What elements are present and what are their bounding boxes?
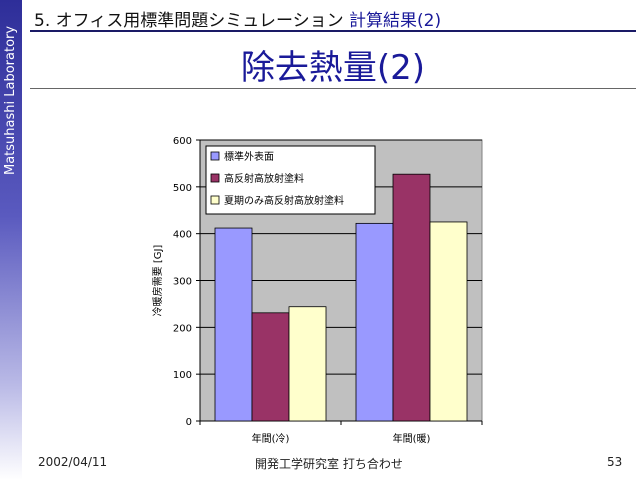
legend-swatch [210,195,220,205]
bar [214,227,253,422]
y-tick-label: 100 [173,370,192,381]
section-title: 5. オフィス用標準問題シミュレーション 計算結果(2) [34,6,441,31]
bar [392,173,431,422]
heat-removal-chart: 0 100 200 300 400 500 600 年間(冷) 年間(暖) 冷暖房需要 [GJ] 標… [151,136,483,445]
x-tick-label: 年間(冷) [252,432,290,445]
bar [288,306,327,422]
section-number: 5. [34,11,51,31]
title-rule [30,30,636,32]
footer-date: 2002/04/11 [38,455,108,469]
y-tick-label: 400 [173,230,192,241]
footer-meeting: 開発工学研究室 打ち合わせ [255,457,403,471]
section-subtitle: 計算結果(2) [349,11,442,31]
bar [251,312,290,422]
y-tick-label: 500 [173,183,192,194]
y-tick-label: 600 [173,136,192,147]
title-divider [30,88,636,89]
legend-entry: 標準外表面 [224,150,274,163]
bar [355,222,394,422]
legend-entry: 高反射高放射塗料 [224,172,304,185]
legend [205,145,376,215]
legend-entry: 夏期のみ高反射高放射塗料 [224,194,344,207]
sidebar: Matsuhashi Laboratory [0,0,22,480]
legend-swatch [210,173,220,183]
y-tick-label: 0 [186,417,192,428]
bar [429,221,468,422]
y-tick-label: 300 [173,277,192,288]
section-name: オフィス用標準問題シミュレーション [55,11,344,31]
legend-swatch [210,151,220,161]
x-tick-label: 年間(暖) [393,432,431,445]
footer-page-number: 53 [607,455,623,469]
page-title: 除去熱量(2) [240,48,426,88]
lab-name: Matsuhashi Laboratory [3,25,18,175]
y-tick-label: 200 [173,323,192,334]
y-axis-label: 冷暖房需要 [GJ] [151,245,164,317]
